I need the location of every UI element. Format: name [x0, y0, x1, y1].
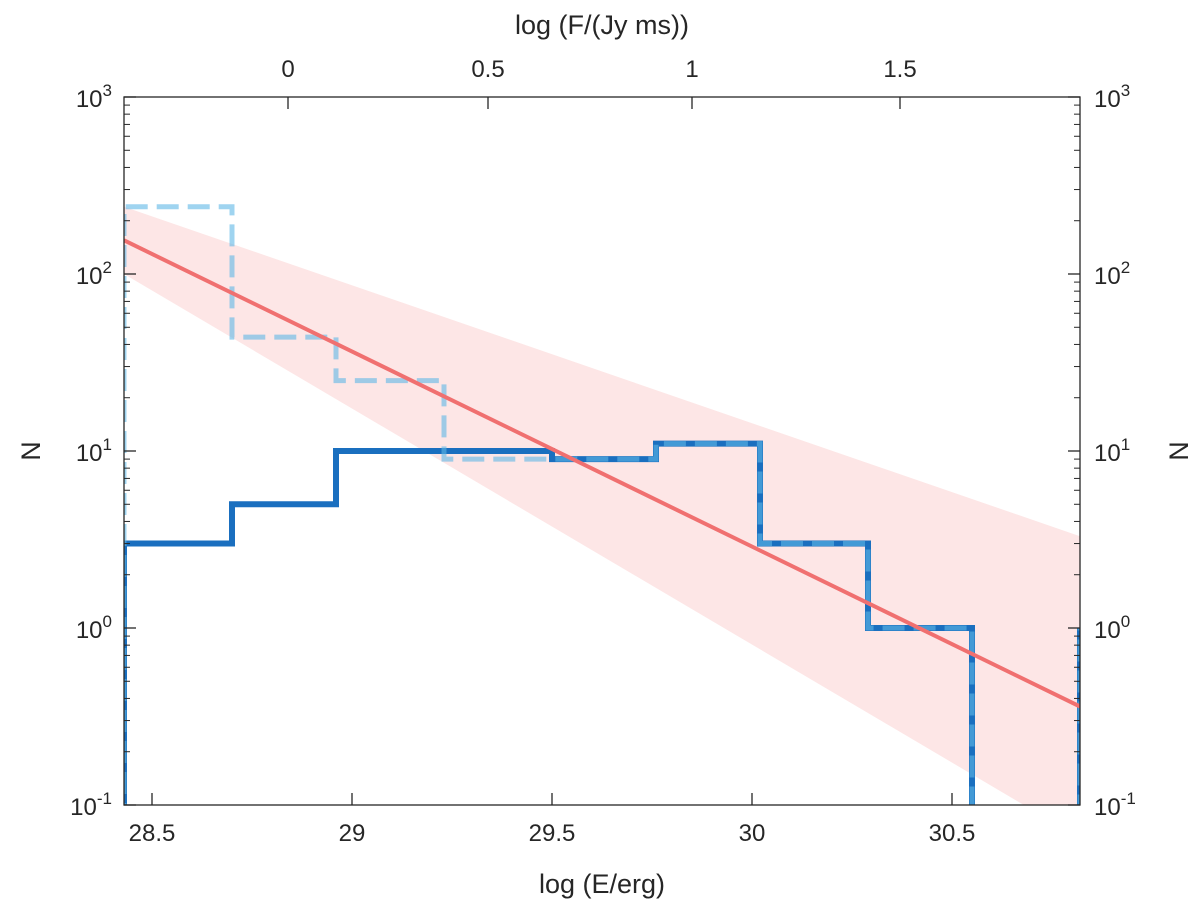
- y-tick-label-left: 103: [76, 81, 112, 113]
- y-tick-label-left: 100: [76, 612, 112, 644]
- y-tick-label-right: 103: [1094, 81, 1130, 113]
- right-y-axis-label: N: [1164, 441, 1194, 461]
- x2-tick-label: 0.5: [471, 56, 504, 83]
- confidence-band: [124, 206, 1080, 805]
- axes: 10-1 10-1 100 100 101 101 102 102 103 103 28.5 29 29…: [70, 56, 1136, 847]
- y-tick-label-left: 101: [76, 435, 112, 467]
- x2-tick-label: 1: [685, 56, 698, 83]
- top-x-axis-label: log (F/(Jy ms)): [515, 10, 689, 40]
- fit-line: [124, 238, 1080, 709]
- y-tick-label-right: 10-1: [1094, 789, 1136, 821]
- x-axis-label: log (E/erg): [539, 869, 665, 899]
- x-tick-label: 29: [339, 820, 366, 847]
- plot-content: [124, 204, 1080, 805]
- x-tick-label: 28.5: [129, 820, 176, 847]
- y-tick-label-left: 10-1: [70, 789, 112, 821]
- x-tick-label: 30: [739, 820, 766, 847]
- y-tick-label-right: 102: [1094, 258, 1130, 290]
- x-tick-label: 29.5: [529, 820, 576, 847]
- x-tick-label: 30.5: [929, 820, 976, 847]
- x2-tick-label: 1.5: [883, 56, 916, 83]
- y-tick-label-left: 102: [76, 258, 112, 290]
- x2-tick-label: 0: [281, 56, 294, 83]
- y-tick-label-right: 101: [1094, 435, 1130, 467]
- histogram-series-dashed: [124, 204, 1080, 805]
- y-axis-label: N: [16, 441, 46, 461]
- y-tick-label-right: 100: [1094, 612, 1130, 644]
